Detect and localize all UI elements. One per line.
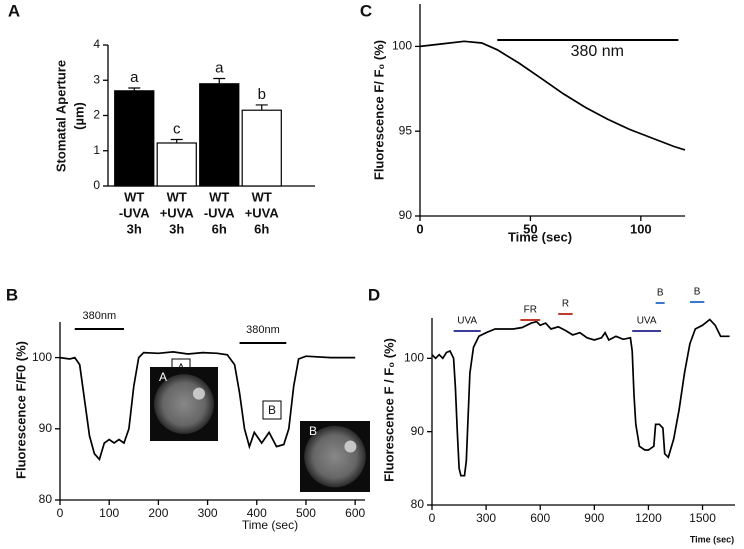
- bar: [156, 142, 197, 187]
- y-tick-label: 0: [93, 178, 100, 192]
- panel-label: C: [360, 1, 372, 20]
- x-tick-label: +UVA: [160, 205, 195, 220]
- line: [59, 351, 356, 462]
- y-axis-label: Fluorescence F/F0 (%): [13, 341, 28, 479]
- bar: [241, 109, 282, 187]
- y-tick-label: 1: [93, 143, 100, 157]
- stimulus-label: B: [657, 288, 664, 299]
- stimulus-label: UVA: [457, 316, 477, 327]
- bar: [199, 83, 240, 187]
- panel-label: B: [6, 285, 18, 304]
- x-tick-label: WT: [124, 189, 144, 204]
- inset-label: B: [309, 424, 317, 438]
- stimulus-label: R: [562, 299, 569, 310]
- x-tick-label: 200: [148, 506, 168, 520]
- y-tick-label: 80: [411, 497, 425, 511]
- x-tick-label: WT: [252, 189, 272, 204]
- x-tick-label: 3h: [127, 221, 142, 236]
- x-tick-label: WT: [209, 189, 229, 204]
- x-tick-label: -UVA: [204, 205, 235, 220]
- x-tick-label: 0: [416, 221, 423, 236]
- x-tick-label: 100: [99, 506, 119, 520]
- stimulus-label: B: [694, 287, 701, 298]
- x-tick-label: 500: [296, 506, 316, 520]
- x-tick-label: 100: [630, 221, 652, 236]
- x-tick-label: +UVA: [245, 205, 280, 220]
- y-tick-label: 95: [399, 123, 413, 137]
- stimulus-label: 380nm: [83, 310, 117, 322]
- y-axis-label: (µm): [71, 102, 86, 130]
- y-tick-label: 90: [39, 421, 53, 435]
- x-tick-label: 300: [476, 511, 496, 525]
- x-tick-label: WT: [167, 189, 187, 204]
- y-tick-label: 4: [93, 37, 100, 51]
- error-bar: [170, 138, 183, 143]
- x-tick-label: 300: [198, 506, 218, 520]
- x-tick-label: -UVA: [119, 205, 150, 220]
- stimulus-label: FR: [524, 305, 537, 316]
- stimulus-label: 380nm: [246, 324, 280, 336]
- bar: [114, 90, 155, 187]
- x-tick-label: 50: [523, 221, 537, 236]
- significance-label: a: [130, 69, 139, 86]
- significance-label: b: [258, 86, 266, 103]
- panel-label: D: [368, 285, 380, 304]
- y-axis-label: Stomatal Aperture: [53, 60, 68, 172]
- y-tick-label: 80: [39, 492, 53, 506]
- x-tick-label: 6h: [254, 221, 269, 236]
- x-tick-label: 0: [429, 511, 436, 525]
- y-tick-label: 100: [32, 350, 52, 364]
- stimulus-label: 380 nm: [571, 43, 624, 60]
- x-tick-label: 600: [345, 506, 365, 520]
- x-tick-label: 1200: [635, 511, 662, 525]
- y-axis-label: Fluorescence F/ F₀ (%): [371, 40, 386, 180]
- x-tick-label: 6h: [212, 221, 227, 236]
- panel-label: A: [8, 1, 20, 20]
- y-tick-label: 90: [399, 208, 413, 222]
- x-axis-label: Time (sec): [508, 229, 572, 244]
- error-bar: [213, 77, 226, 84]
- y-axis-label: Fluorescence F / F₀ (%): [381, 338, 396, 482]
- error-bar: [255, 104, 268, 111]
- y-tick-label: 2: [93, 108, 100, 122]
- x-tick-label: 400: [247, 506, 267, 520]
- significance-label: a: [215, 59, 224, 76]
- x-tick-label: 600: [530, 511, 550, 525]
- inset-spot: [192, 387, 205, 400]
- y-tick-label: 90: [411, 424, 425, 438]
- inset-label: A: [159, 370, 167, 384]
- error-bar: [128, 87, 141, 91]
- y-tick-label: 100: [392, 39, 412, 53]
- line: [431, 318, 730, 477]
- label-box: [262, 400, 282, 420]
- x-tick-label: 0: [57, 506, 64, 520]
- boxed-label: B: [268, 403, 276, 417]
- y-tick-label: 3: [93, 72, 100, 86]
- x-tick-label: 1500: [689, 511, 716, 525]
- significance-label: c: [173, 120, 181, 137]
- inset-spot: [344, 440, 357, 453]
- x-axis-label: Time (sec): [242, 518, 298, 532]
- stimulus-label: UVA: [637, 316, 657, 327]
- x-tick-label: 3h: [169, 221, 184, 236]
- x-axis-label: Time (sec): [690, 534, 734, 544]
- y-tick-label: 100: [404, 351, 424, 365]
- x-tick-label: 900: [584, 511, 604, 525]
- line: [419, 40, 686, 151]
